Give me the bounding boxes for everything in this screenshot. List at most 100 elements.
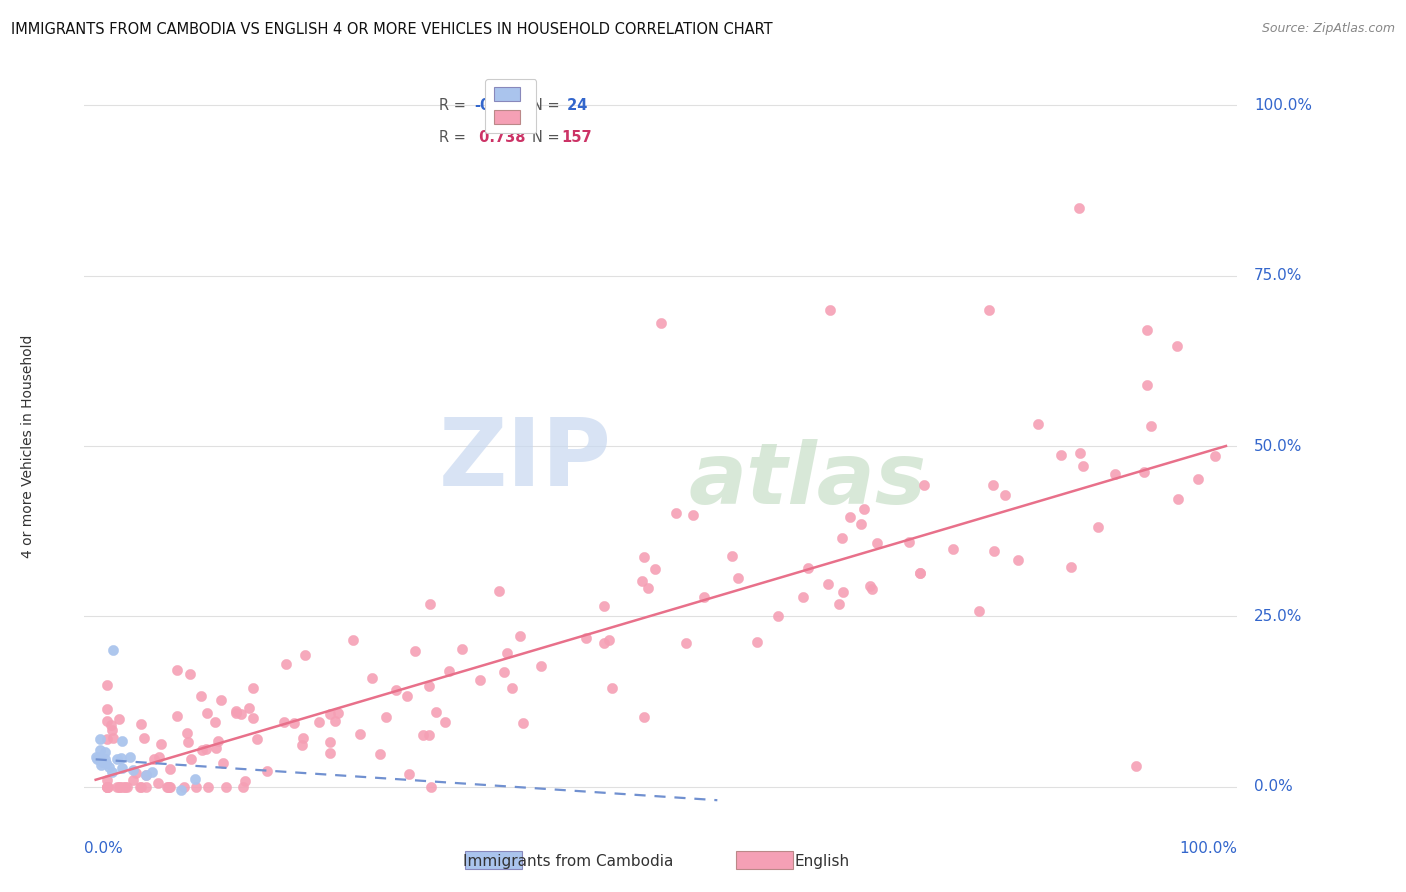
Point [437, 664, 460, 678]
Point [908, 566, 931, 581]
Point [831, 531, 853, 545]
Point [204, 715, 226, 730]
Point [912, 477, 935, 491]
Point [797, 561, 820, 575]
Point [664, 507, 686, 521]
Point [173, 780, 195, 794]
Point [229, 706, 252, 721]
Point [501, 681, 523, 695]
Point [1067, 201, 1090, 215]
Point [361, 671, 384, 685]
Point [246, 732, 269, 747]
Point [1087, 520, 1109, 534]
Text: 4 or more Vehicles in Household: 4 or more Vehicles in Household [21, 334, 35, 558]
Point [853, 501, 876, 516]
Point [860, 582, 883, 597]
Point [148, 749, 170, 764]
Point [141, 765, 163, 780]
Text: Source: ZipAtlas.com: Source: ZipAtlas.com [1261, 22, 1395, 36]
Point [225, 705, 247, 719]
Point [1026, 417, 1049, 432]
Text: 24: 24 [561, 98, 588, 113]
FancyBboxPatch shape [465, 851, 523, 870]
Point [1132, 466, 1154, 480]
Point [983, 544, 1005, 558]
Point [242, 681, 264, 695]
Text: 0.738: 0.738 [474, 130, 526, 145]
Point [977, 302, 1000, 317]
Text: 100.0%: 100.0% [1254, 98, 1312, 113]
Point [232, 780, 254, 794]
Point [114, 780, 136, 794]
Point [156, 780, 179, 794]
Point [177, 734, 200, 748]
Point [256, 764, 278, 779]
Point [94, 745, 117, 759]
Point [242, 711, 264, 725]
Point [107, 712, 129, 726]
Point [166, 663, 188, 677]
Point [97, 760, 120, 774]
Point [1060, 559, 1083, 574]
Point [159, 763, 181, 777]
Point [209, 693, 232, 707]
Point [592, 636, 614, 650]
Point [1136, 378, 1159, 392]
Point [238, 701, 260, 715]
Point [273, 715, 295, 730]
Point [838, 509, 860, 524]
Point [195, 706, 218, 721]
Point [159, 780, 181, 794]
Point [693, 591, 716, 605]
Point [215, 780, 238, 794]
Point [111, 733, 134, 747]
Point [110, 751, 132, 765]
Point [1136, 323, 1159, 337]
Point [90, 753, 112, 767]
Point [135, 780, 157, 794]
Point [101, 643, 124, 657]
Point [96, 780, 118, 794]
Text: R =: R = [440, 98, 471, 113]
Point [412, 727, 434, 741]
Point [631, 574, 654, 588]
Point [494, 665, 516, 679]
Point [342, 633, 364, 648]
Point [859, 579, 882, 593]
Point [276, 657, 298, 672]
Point [395, 689, 418, 703]
Point [96, 714, 118, 729]
Point [384, 682, 406, 697]
Point [849, 517, 872, 532]
Point [375, 710, 398, 724]
Point [291, 738, 314, 752]
Point [1204, 450, 1226, 464]
Point [721, 549, 744, 564]
Point [186, 780, 208, 794]
Point [101, 723, 124, 737]
Point [600, 681, 623, 695]
Point [675, 636, 697, 650]
Point [94, 756, 117, 770]
Point [326, 706, 349, 721]
Point [111, 761, 134, 775]
Point [1167, 491, 1189, 506]
Point [283, 716, 305, 731]
Point [101, 731, 124, 745]
Point [633, 710, 655, 724]
Point [1125, 759, 1147, 773]
Text: atlas: atlas [689, 439, 927, 522]
Point [832, 585, 855, 599]
Point [404, 643, 426, 657]
Point [349, 727, 371, 741]
Point [135, 768, 157, 782]
Point [468, 673, 491, 687]
Point [425, 705, 447, 719]
Point [183, 772, 205, 787]
Text: R =: R = [440, 130, 471, 145]
Point [967, 604, 990, 618]
Point [180, 752, 202, 766]
Point [112, 780, 135, 794]
Point [908, 566, 931, 581]
Point [994, 488, 1017, 502]
